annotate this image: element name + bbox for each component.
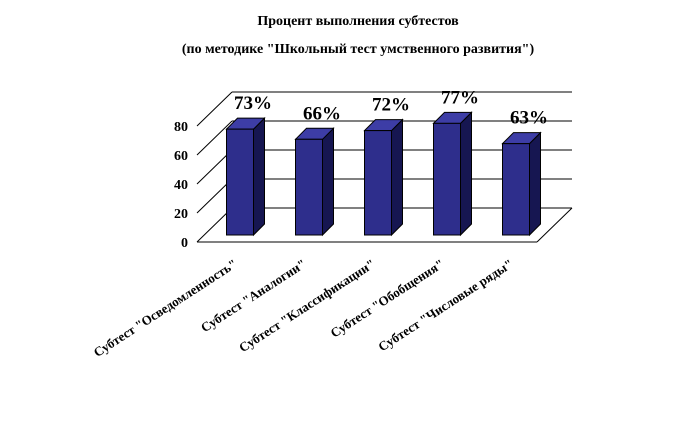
bar-side bbox=[391, 118, 403, 237]
bar-front bbox=[502, 143, 530, 236]
bar-side bbox=[253, 116, 265, 237]
y-tick-label: 0 bbox=[181, 236, 188, 251]
data-labels: 73% 66% 72% 77% 63% bbox=[234, 87, 548, 128]
bar-side bbox=[322, 127, 334, 237]
bars bbox=[225, 111, 542, 237]
chart-subtitle: (по методике "Школьный тест умственного … bbox=[182, 42, 535, 57]
bar bbox=[225, 116, 266, 237]
bar bbox=[294, 127, 335, 237]
y-tick-label: 40 bbox=[174, 178, 188, 193]
data-label: 73% bbox=[234, 93, 272, 114]
category-label: Субтест "Осведомленность" bbox=[91, 256, 240, 360]
y-tick-label: 60 bbox=[174, 149, 188, 164]
y-tick-label: 20 bbox=[174, 207, 188, 222]
bar-front bbox=[295, 138, 323, 236]
bar bbox=[501, 131, 542, 237]
bar bbox=[363, 118, 404, 237]
category-label: Субтест "Числовые ряды" bbox=[375, 256, 515, 354]
gridline-diagonal-80 bbox=[196, 91, 233, 127]
y-tick-label: 80 bbox=[174, 120, 188, 135]
category-label: Субтест "Обобщения" bbox=[328, 256, 447, 341]
bar-side bbox=[460, 111, 472, 237]
floor-side-edge bbox=[536, 207, 573, 243]
bar-front bbox=[364, 130, 392, 236]
bar-side bbox=[529, 131, 541, 237]
data-label: 72% bbox=[372, 95, 410, 116]
x-axis-categories: Субтест "Осведомленность"Субтест "Аналог… bbox=[91, 256, 516, 360]
data-label: 63% bbox=[510, 108, 548, 129]
category-label: Субтест "Классификации" bbox=[236, 256, 378, 355]
y-axis-ticks: 0 20 40 60 80 bbox=[174, 120, 188, 251]
bar-front bbox=[433, 122, 461, 236]
data-label: 77% bbox=[441, 87, 479, 108]
chart-title: Процент выполнения субтестов bbox=[257, 14, 459, 29]
bar-front bbox=[226, 128, 254, 236]
data-label: 66% bbox=[303, 103, 341, 124]
gridline-diagonal-60 bbox=[196, 120, 233, 156]
bar bbox=[432, 111, 473, 237]
